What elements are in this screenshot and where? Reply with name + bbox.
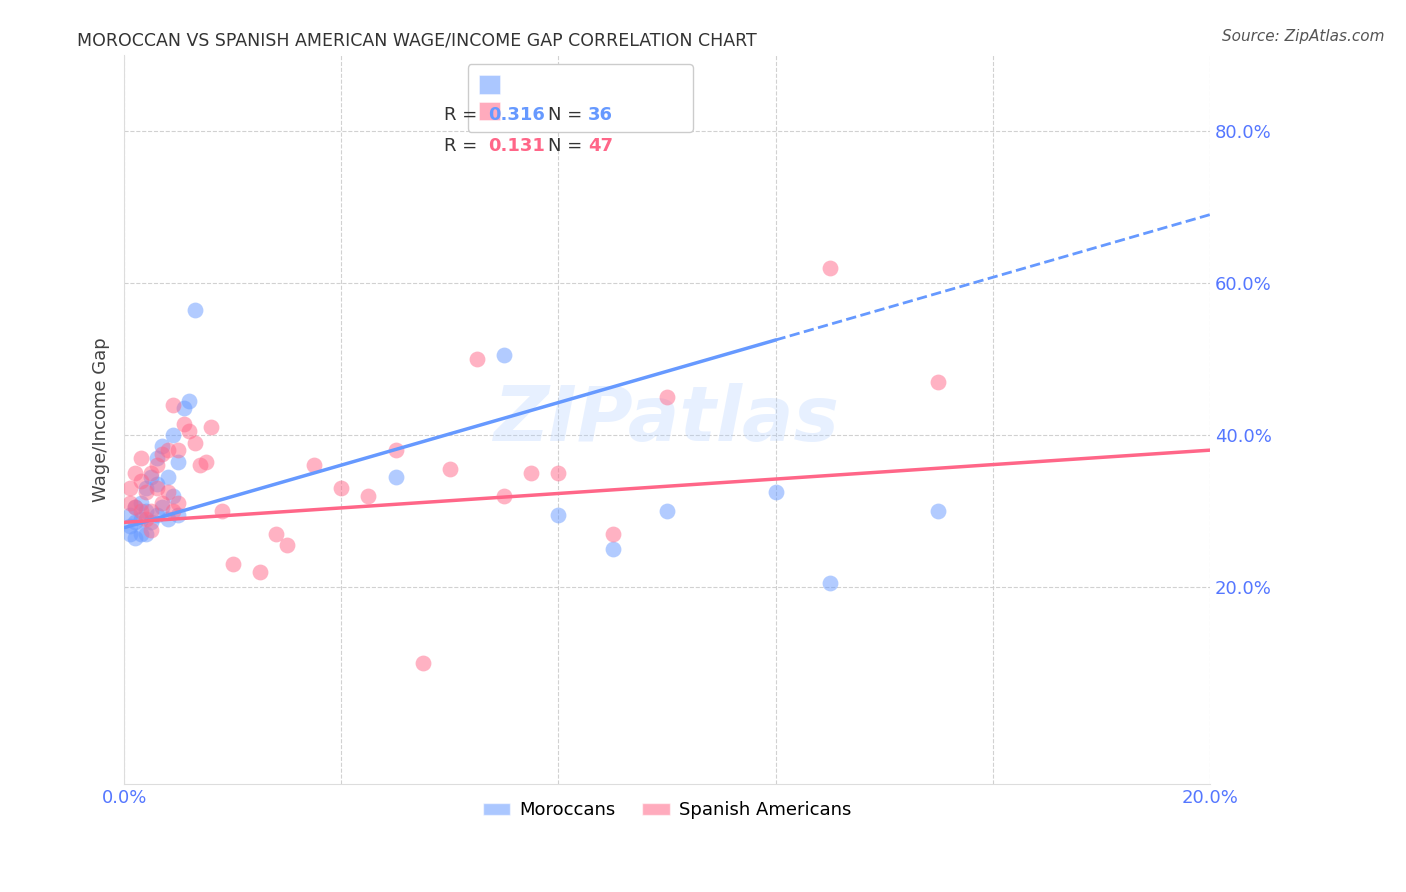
Point [135, 481, 157, 495]
Point [162, 489, 184, 503]
Point [547, 508, 569, 522]
Y-axis label: Wage/Income Gap: Wage/Income Gap [93, 337, 110, 502]
Point [412, 656, 434, 670]
Text: 0.131: 0.131 [488, 136, 544, 155]
Point [156, 443, 179, 458]
Point [179, 424, 201, 438]
Point [162, 428, 184, 442]
Point [135, 526, 157, 541]
Text: MOROCCAN VS SPANISH AMERICAN WAGE/INCOME GAP CORRELATION CHART: MOROCCAN VS SPANISH AMERICAN WAGE/INCOME… [77, 31, 756, 49]
Point [167, 496, 190, 510]
Point [124, 500, 146, 515]
Point [602, 526, 624, 541]
Point [118, 481, 141, 495]
Point [384, 443, 406, 458]
Point [118, 519, 141, 533]
Point [173, 401, 195, 416]
Legend: Moroccans, Spanish Americans: Moroccans, Spanish Americans [475, 794, 858, 827]
Point [124, 516, 146, 530]
Point [547, 466, 569, 480]
Point [520, 466, 543, 480]
Point [465, 351, 488, 366]
Point [927, 504, 949, 518]
Point [167, 508, 190, 522]
Point [146, 458, 169, 473]
Point [927, 375, 949, 389]
Point [818, 260, 841, 275]
Point [118, 526, 141, 541]
Point [146, 481, 169, 495]
Point [184, 302, 207, 317]
Point [167, 443, 190, 458]
Point [141, 469, 163, 483]
Point [146, 508, 169, 522]
Point [129, 474, 152, 488]
Text: 36: 36 [588, 106, 613, 124]
Point [162, 398, 184, 412]
Point [211, 504, 233, 518]
Point [167, 454, 190, 468]
Point [118, 496, 141, 510]
Point [129, 450, 152, 465]
Point [156, 511, 179, 525]
Point [124, 466, 146, 480]
Point [141, 504, 163, 518]
Point [184, 435, 207, 450]
Point [602, 541, 624, 556]
Point [129, 511, 152, 525]
Point [222, 557, 245, 571]
Point [162, 504, 184, 518]
Text: 0.316: 0.316 [488, 106, 544, 124]
Point [818, 576, 841, 591]
Point [150, 500, 173, 515]
Point [655, 390, 678, 404]
Point [655, 504, 678, 518]
Text: 47: 47 [588, 136, 613, 155]
Point [173, 417, 195, 431]
Point [765, 485, 787, 500]
Point [141, 523, 163, 537]
Point [188, 458, 211, 473]
Point [194, 454, 217, 468]
Text: ZIPatlas: ZIPatlas [494, 383, 839, 457]
Point [249, 565, 271, 579]
Point [135, 504, 157, 518]
Point [118, 508, 141, 522]
Point [264, 526, 287, 541]
Point [384, 469, 406, 483]
Point [200, 420, 222, 434]
Point [146, 450, 169, 465]
Point [276, 538, 298, 552]
Point [156, 485, 179, 500]
Point [129, 496, 152, 510]
Point [124, 500, 146, 515]
Text: R =: R = [444, 106, 484, 124]
Point [150, 439, 173, 453]
Point [302, 458, 325, 473]
Text: R =: R = [444, 136, 484, 155]
Point [150, 447, 173, 461]
Point [330, 481, 353, 495]
Point [129, 526, 152, 541]
Point [150, 496, 173, 510]
Point [494, 489, 516, 503]
Point [141, 466, 163, 480]
Point [146, 477, 169, 491]
Text: N =: N = [547, 136, 588, 155]
Point [135, 485, 157, 500]
Point [156, 469, 179, 483]
Point [135, 511, 157, 525]
Point [357, 489, 380, 503]
Point [494, 348, 516, 362]
Point [439, 462, 461, 476]
Text: Source: ZipAtlas.com: Source: ZipAtlas.com [1222, 29, 1385, 44]
Point [129, 504, 152, 518]
Point [141, 516, 163, 530]
Point [124, 531, 146, 545]
Point [179, 393, 201, 408]
Text: N =: N = [547, 106, 588, 124]
